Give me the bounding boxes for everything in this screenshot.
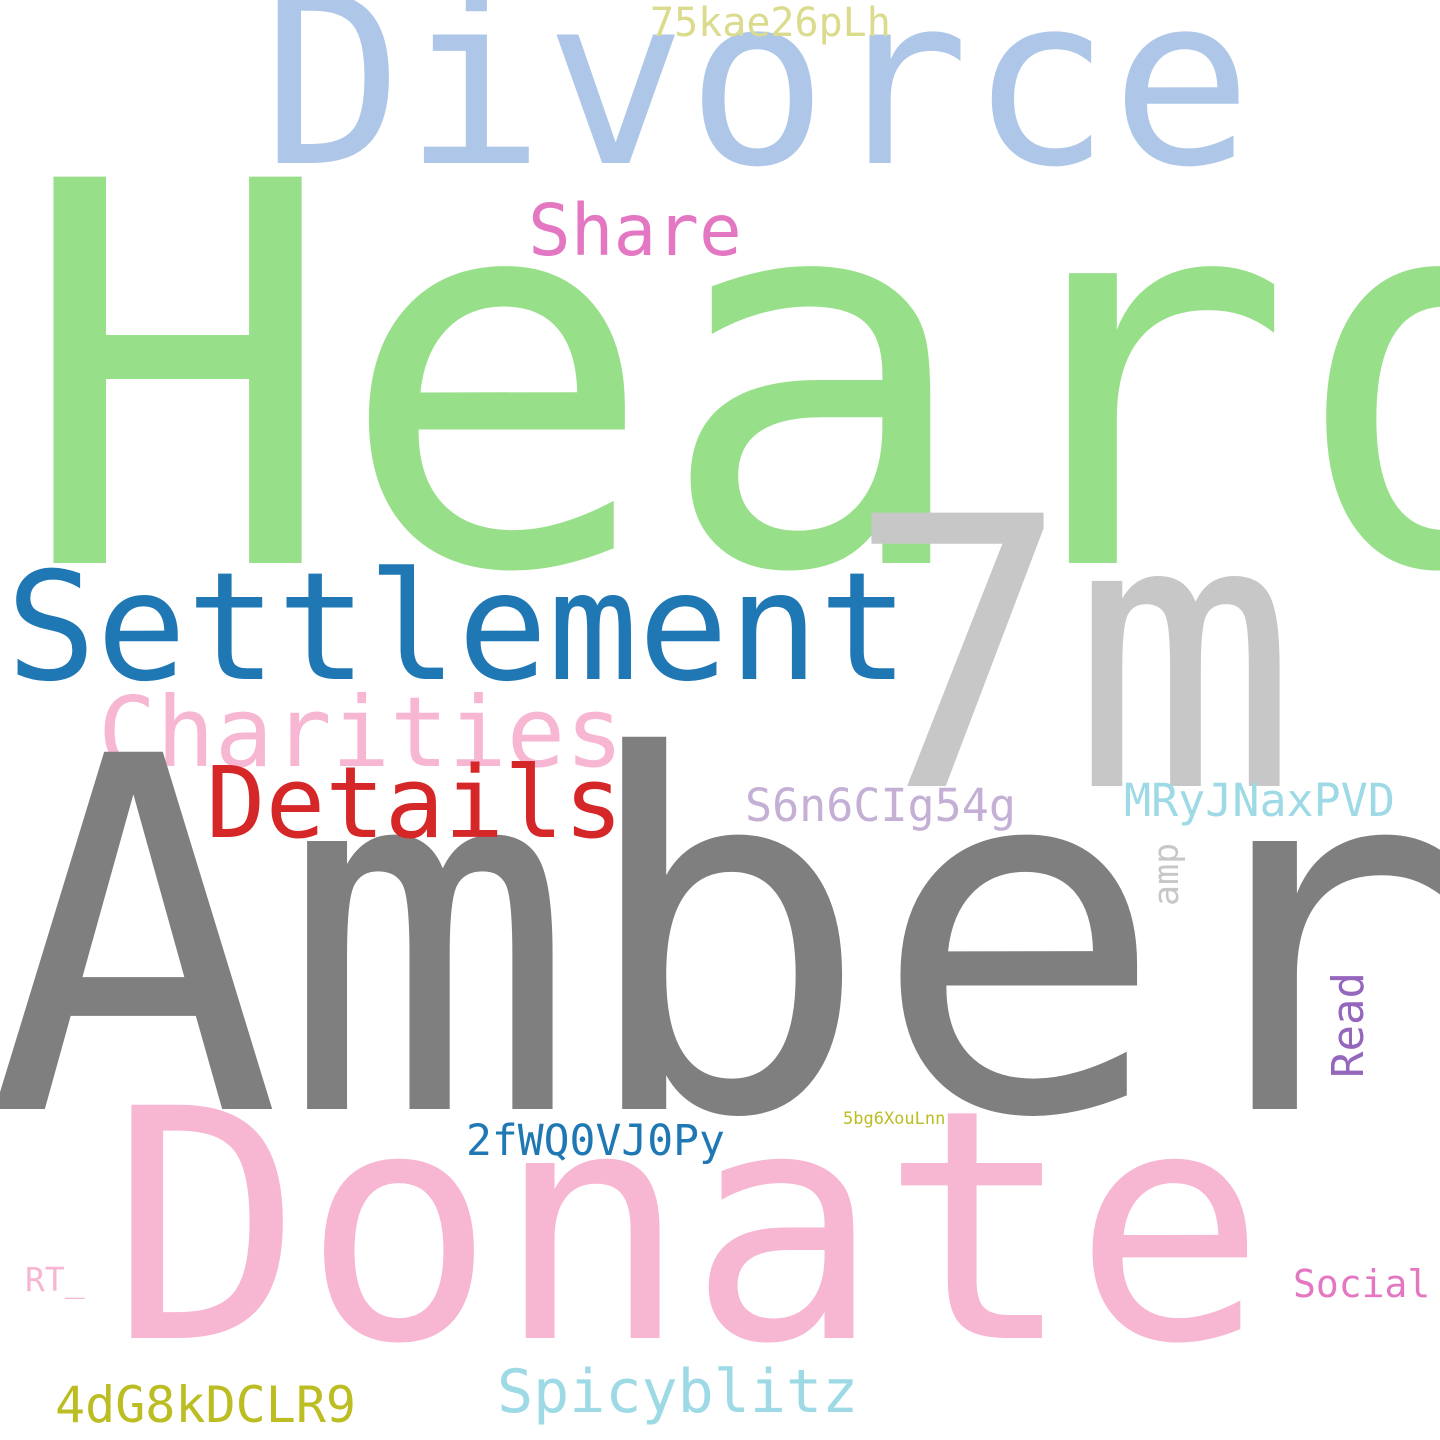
word-7m: 7m: [846, 439, 1298, 875]
word-heard: Heard: [18, 71, 1440, 688]
word-mryjnaxpvd: MRyJNaxPVD: [1124, 774, 1395, 827]
word-read: Read: [1323, 972, 1374, 1078]
word-divorce: Divorce: [262, 0, 1253, 219]
word-spicyblitz: Spicyblitz: [497, 1357, 859, 1427]
word-details: Details: [206, 746, 624, 861]
word-4dg8kdclr9: 4dG8kDCLR9: [55, 1376, 357, 1434]
word-amber: Amber: [0, 654, 1440, 1225]
word-75kae26plh: 75kae26pLh: [650, 0, 891, 46]
word-settlement: Settlement: [6, 541, 910, 715]
word-social: Social: [1293, 1262, 1431, 1306]
word-5bg6xoulnn: 5bg6XouLnn: [843, 1109, 946, 1129]
word-amp: amp: [1147, 842, 1187, 906]
word-rt: RT_: [25, 1260, 85, 1299]
word-2fwq0vj0py: 2fWQ0VJ0Py: [466, 1116, 725, 1166]
word-share: Share: [528, 189, 742, 272]
word-donate: Donate: [110, 1042, 1266, 1414]
word-charities: Charities: [98, 676, 624, 789]
word-s6n6cig54g: S6n6CIg54g: [745, 779, 1016, 832]
